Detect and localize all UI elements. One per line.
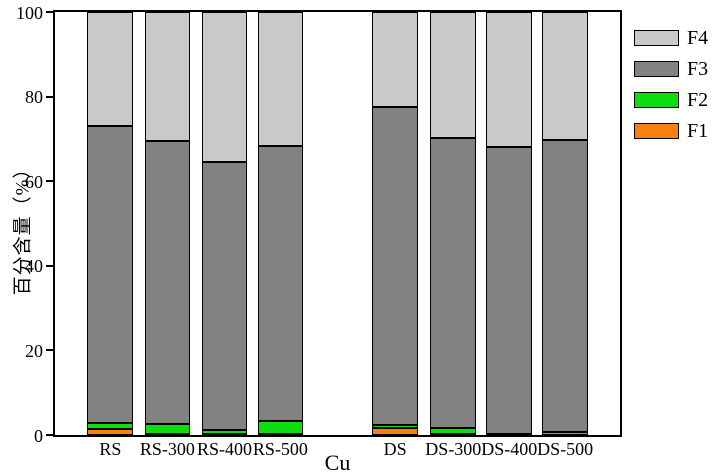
y-tick-mark-80 xyxy=(46,95,53,98)
segment-F4-RS-500 xyxy=(257,12,304,147)
bar-DS-500 xyxy=(542,12,589,435)
segment-F4-DS-300 xyxy=(430,12,477,139)
segment-F2-DS xyxy=(372,424,418,429)
legend-entry-F3: F3 xyxy=(634,59,708,79)
segment-F3-DS-300 xyxy=(430,138,477,428)
bar-RS xyxy=(87,12,134,435)
legend-swatch-F2 xyxy=(634,92,679,108)
y-tick-mark-40 xyxy=(46,264,53,267)
y-tick-mark-100 xyxy=(46,11,53,13)
legend-swatch-F1 xyxy=(634,123,679,139)
legend-label-F3: F3 xyxy=(687,58,709,80)
bar-RS-500 xyxy=(257,12,304,435)
x-category-label-RS-300: RS-300 xyxy=(139,439,195,459)
x-category-label-DS-400: DS-400 xyxy=(481,439,538,459)
segment-F4-DS-500 xyxy=(542,12,589,140)
segment-F2-RS-500 xyxy=(257,421,304,434)
bar-RS-400 xyxy=(201,12,248,435)
bar-DS xyxy=(372,12,418,435)
y-tick-label-0: 0 xyxy=(34,425,43,446)
x-category-label-RS-400: RS-400 xyxy=(196,439,253,459)
legend-entry-F4: F4 xyxy=(634,28,708,48)
plot-area: 0 20 40 60 80 100 RS RS-300 RS-400 RS-500 DS DS-300… xyxy=(16,4,622,458)
segment-F4-RS xyxy=(87,12,134,127)
segment-F3-DS-400 xyxy=(486,147,533,434)
y-tick-mark-20 xyxy=(46,349,53,352)
segment-F1-DS xyxy=(372,428,418,435)
legend-entry-F1: F1 xyxy=(634,121,708,141)
bar-DS-400 xyxy=(486,12,533,435)
x-category-label-DS-500: DS-500 xyxy=(537,439,594,459)
legend: F4 F3 F2 F1 xyxy=(634,28,708,141)
segment-F3-RS-300 xyxy=(144,141,191,425)
segment-F3-DS-500 xyxy=(542,139,589,433)
segment-F2-RS xyxy=(87,423,134,429)
x-category-label-RS: RS xyxy=(99,439,122,459)
y-axis-title: 百分含量（%） xyxy=(12,158,34,296)
segment-F3-RS-500 xyxy=(257,146,304,422)
segment-F4-RS-300 xyxy=(144,12,191,142)
legend-swatch-F4 xyxy=(634,30,679,46)
segment-F2-RS-300 xyxy=(144,424,191,435)
y-tick-label-20: 20 xyxy=(25,340,43,361)
y-tick-label-100: 100 xyxy=(16,2,43,23)
bar-RS-300 xyxy=(144,12,191,435)
x-category-label-DS-300: DS-300 xyxy=(425,439,482,459)
y-tick-mark-60 xyxy=(46,180,53,183)
y-tick-label-40: 40 xyxy=(25,256,43,277)
segment-F3-RS-400 xyxy=(201,162,248,431)
y-tick-label-60: 60 xyxy=(25,171,43,192)
x-axis-title: Cu xyxy=(324,450,351,475)
legend-label-F1: F1 xyxy=(687,120,709,142)
segment-F3-RS xyxy=(87,126,134,424)
x-category-label-DS: DS xyxy=(383,439,407,459)
x-category-label-RS-500: RS-500 xyxy=(252,439,308,459)
segment-F2-DS-300 xyxy=(430,427,477,435)
y-tick-mark-0 xyxy=(46,434,53,436)
legend-entry-F2: F2 xyxy=(634,90,708,110)
legend-label-F4: F4 xyxy=(687,27,709,49)
segment-F4-DS xyxy=(372,12,418,108)
y-tick-label-80: 80 xyxy=(25,87,43,108)
segment-F4-RS-400 xyxy=(201,12,248,163)
legend-label-F2: F2 xyxy=(687,89,709,111)
legend-swatch-F3 xyxy=(634,61,679,77)
segment-F2-RS-400 xyxy=(201,430,248,435)
segment-F1-RS xyxy=(87,428,134,435)
segment-F3-DS xyxy=(372,107,418,425)
segment-F4-DS-400 xyxy=(486,12,533,148)
bar-DS-300 xyxy=(430,12,477,435)
segment-F1-DS-500 xyxy=(542,432,589,435)
